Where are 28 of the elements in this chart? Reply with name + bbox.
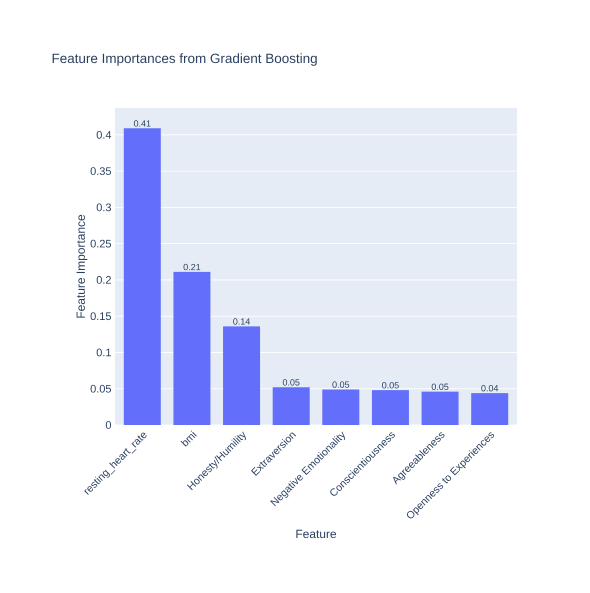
y-axis-title: Feature Importance xyxy=(76,214,88,318)
y-tick-label: 0.15 xyxy=(90,312,112,320)
chart-title: Feature Importances from Gradient Boosting xyxy=(52,53,317,66)
bar xyxy=(124,128,161,425)
bar xyxy=(223,326,260,425)
bar xyxy=(272,387,310,425)
y-tick-label: 0 xyxy=(106,421,112,429)
y-tick-label: 0.25 xyxy=(90,240,112,248)
bar xyxy=(422,392,459,425)
data-label: 0.05 xyxy=(332,381,350,388)
data-label: 0.21 xyxy=(184,264,200,270)
data-label: 0.41 xyxy=(134,120,151,127)
y-tick-label: 0.35 xyxy=(90,167,112,175)
data-label: 0.05 xyxy=(432,384,448,390)
data-label: 0.05 xyxy=(382,382,399,388)
y-tick-label: 0.2 xyxy=(96,276,111,284)
y-tick-label: 0.05 xyxy=(90,384,112,393)
data-label: 0.04 xyxy=(481,385,498,392)
bar xyxy=(471,393,508,425)
bar xyxy=(372,390,409,425)
bar xyxy=(322,389,360,425)
y-tick-label: 0.1 xyxy=(96,348,111,356)
data-label: 0.05 xyxy=(282,379,300,386)
y-tick-label: 0.3 xyxy=(96,204,111,212)
x-axis-title: Feature xyxy=(296,530,336,538)
y-tick-label: 0.4 xyxy=(96,130,112,139)
data-label: 0.14 xyxy=(233,318,250,325)
bar xyxy=(173,272,210,425)
